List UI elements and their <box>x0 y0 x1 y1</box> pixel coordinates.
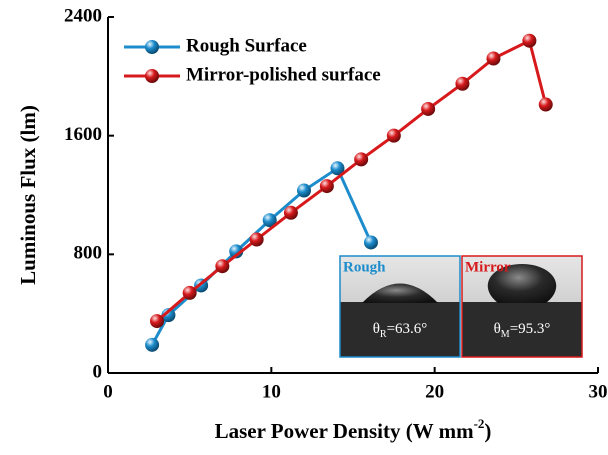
y-tick-label: 0 <box>93 361 103 382</box>
droplet <box>487 264 557 303</box>
x-tick-label: 30 <box>589 381 608 402</box>
data-point <box>161 308 176 323</box>
angle-symbol: θ <box>494 321 501 337</box>
contact-angle: θR=63.6° <box>373 321 428 340</box>
data-point <box>182 285 197 300</box>
data-point <box>363 235 378 250</box>
legend-label: Mirror-polished surface <box>186 64 381 85</box>
data-point <box>215 259 230 274</box>
data-point <box>486 51 501 66</box>
data-point <box>330 161 345 176</box>
data-point <box>386 128 401 143</box>
data-point <box>262 213 277 228</box>
data-point <box>538 97 553 112</box>
contact-angle: θM=95.3° <box>494 321 551 340</box>
series-line <box>150 166 373 346</box>
inset-label: Rough <box>343 259 386 275</box>
substrate <box>462 302 582 357</box>
data-point <box>319 179 334 194</box>
angle-subscript: M <box>501 329 510 340</box>
data-point <box>249 232 264 247</box>
data-point <box>283 205 298 220</box>
inset: Mirror θM=95.3° <box>461 255 583 358</box>
x-tick-label: 10 <box>262 381 281 402</box>
legend-marker <box>145 40 159 54</box>
data-point <box>297 183 311 198</box>
x-label-text: Laser Power Density (W mm <box>215 419 474 443</box>
x-axis-label: Laser Power Density (W mm-2) <box>215 416 492 443</box>
inset-border <box>461 255 583 358</box>
substrate <box>340 302 460 357</box>
inset: Rough θR=63.6° <box>339 255 461 358</box>
inset-label: Mirror <box>465 259 511 275</box>
legend-label: Rough Surface <box>186 35 307 56</box>
data-point <box>150 314 164 329</box>
data-point <box>455 76 470 91</box>
data-point <box>522 33 537 48</box>
angle-value: =63.6° <box>387 321 428 337</box>
angle-subscript: R <box>380 329 387 340</box>
x-label-sup: -2 <box>474 416 485 431</box>
droplet <box>362 283 438 303</box>
inset-border <box>339 255 461 358</box>
y-tick-label: 800 <box>74 243 103 264</box>
y-tick-label: 1600 <box>64 124 102 145</box>
legend-marker <box>145 69 159 83</box>
data-point <box>421 101 436 116</box>
angle-symbol: θ <box>373 321 380 337</box>
x-tick-label: 0 <box>103 381 113 402</box>
y-axis-label: Luminous Flux (lm) <box>16 105 40 285</box>
data-point <box>229 244 244 259</box>
y-tick-label: 2400 <box>64 5 102 26</box>
data-point <box>354 152 369 167</box>
x-label-end: ) <box>484 419 491 443</box>
data-point <box>145 337 160 352</box>
x-tick-label: 20 <box>425 381 444 402</box>
angle-value: =95.3° <box>510 321 551 337</box>
